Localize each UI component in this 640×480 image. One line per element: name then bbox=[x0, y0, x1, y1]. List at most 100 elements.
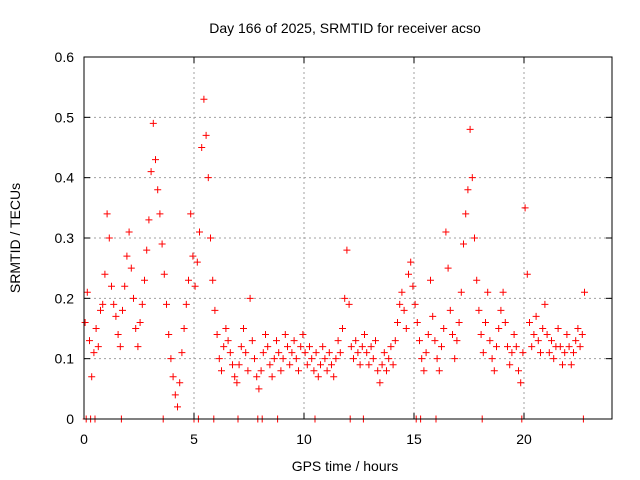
data-point bbox=[554, 325, 562, 332]
data-point bbox=[493, 343, 500, 351]
data-point bbox=[347, 343, 355, 351]
x-tick-label: 5 bbox=[190, 431, 198, 447]
data-point bbox=[413, 318, 421, 326]
data-point bbox=[574, 325, 582, 332]
data-point bbox=[365, 361, 373, 369]
data-point bbox=[240, 325, 247, 332]
data-point bbox=[123, 252, 131, 260]
data-point bbox=[372, 337, 379, 345]
data-point bbox=[400, 306, 408, 314]
data-point bbox=[193, 258, 201, 266]
data-point bbox=[570, 349, 577, 357]
data-point bbox=[134, 343, 142, 351]
data-point bbox=[220, 343, 228, 351]
data-point bbox=[532, 312, 540, 320]
data-point bbox=[420, 367, 428, 375]
data-point bbox=[336, 349, 344, 357]
data-point bbox=[409, 282, 417, 290]
data-point bbox=[103, 210, 111, 218]
data-point bbox=[165, 331, 173, 339]
chart-title: Day 166 of 2025, SRMTID for receiver acs… bbox=[209, 20, 481, 36]
data-point bbox=[279, 355, 287, 363]
data-point bbox=[559, 361, 566, 369]
data-point bbox=[277, 367, 285, 375]
data-point bbox=[488, 355, 496, 363]
data-point bbox=[563, 331, 571, 339]
data-point bbox=[411, 300, 419, 308]
data-point bbox=[119, 306, 126, 314]
data-point bbox=[312, 349, 320, 357]
data-point bbox=[147, 168, 155, 176]
data-point bbox=[299, 331, 307, 339]
data-point bbox=[416, 337, 423, 345]
data-point bbox=[424, 331, 432, 339]
data-point bbox=[431, 337, 439, 345]
data-point bbox=[319, 343, 327, 351]
data-point bbox=[266, 361, 274, 369]
data-point bbox=[244, 367, 252, 375]
data-point bbox=[523, 270, 531, 278]
data-point bbox=[136, 318, 144, 326]
data-point bbox=[237, 343, 245, 351]
data-point bbox=[163, 300, 170, 308]
data-point bbox=[167, 355, 175, 363]
data-point bbox=[358, 343, 366, 351]
data-point bbox=[275, 349, 283, 357]
data-point bbox=[169, 373, 177, 381]
data-point bbox=[526, 318, 533, 326]
data-point bbox=[204, 174, 212, 182]
data-point bbox=[112, 312, 120, 320]
data-point bbox=[350, 355, 357, 363]
data-point bbox=[145, 216, 153, 224]
data-point bbox=[387, 343, 395, 351]
data-point bbox=[286, 361, 294, 369]
data-point bbox=[308, 355, 316, 363]
data-point bbox=[310, 367, 318, 375]
data-point bbox=[444, 264, 452, 272]
data-point bbox=[92, 325, 100, 332]
data-point bbox=[229, 361, 236, 369]
data-point bbox=[121, 282, 129, 290]
plot-frame bbox=[83, 56, 613, 420]
data-point bbox=[86, 337, 93, 345]
x-tick-label: 10 bbox=[296, 431, 312, 447]
x-axis-label: GPS time / hours bbox=[292, 458, 399, 474]
data-point bbox=[253, 373, 261, 381]
data-point bbox=[127, 264, 135, 272]
grid-lines bbox=[84, 57, 612, 419]
data-point bbox=[530, 331, 538, 339]
data-point bbox=[394, 318, 401, 326]
data-point bbox=[374, 367, 382, 375]
data-point bbox=[539, 325, 547, 332]
data-point bbox=[290, 337, 298, 345]
data-point bbox=[383, 367, 390, 375]
data-point bbox=[330, 373, 338, 381]
data-point bbox=[407, 258, 415, 266]
data-point bbox=[506, 361, 514, 369]
data-point bbox=[541, 300, 549, 308]
data-point bbox=[391, 337, 399, 345]
data-point bbox=[385, 355, 393, 363]
data-point bbox=[499, 288, 507, 296]
data-point bbox=[295, 367, 302, 375]
data-point bbox=[110, 300, 118, 308]
data-point bbox=[152, 156, 159, 164]
data-point bbox=[246, 294, 254, 302]
data-point bbox=[273, 337, 280, 345]
data-point bbox=[442, 228, 450, 236]
y-axis-label: SRMTID / TECUs bbox=[7, 183, 23, 293]
data-point bbox=[449, 331, 456, 339]
data-point bbox=[482, 318, 489, 326]
data-point bbox=[473, 276, 481, 284]
data-point bbox=[231, 373, 239, 381]
data-point bbox=[537, 349, 544, 357]
data-point bbox=[202, 131, 210, 139]
data-point bbox=[262, 331, 269, 339]
data-point bbox=[292, 355, 300, 363]
data-point bbox=[378, 361, 386, 369]
data-point bbox=[517, 379, 525, 387]
data-point bbox=[578, 331, 586, 339]
data-point bbox=[352, 337, 360, 345]
data-point bbox=[176, 379, 184, 387]
data-point bbox=[512, 343, 520, 351]
